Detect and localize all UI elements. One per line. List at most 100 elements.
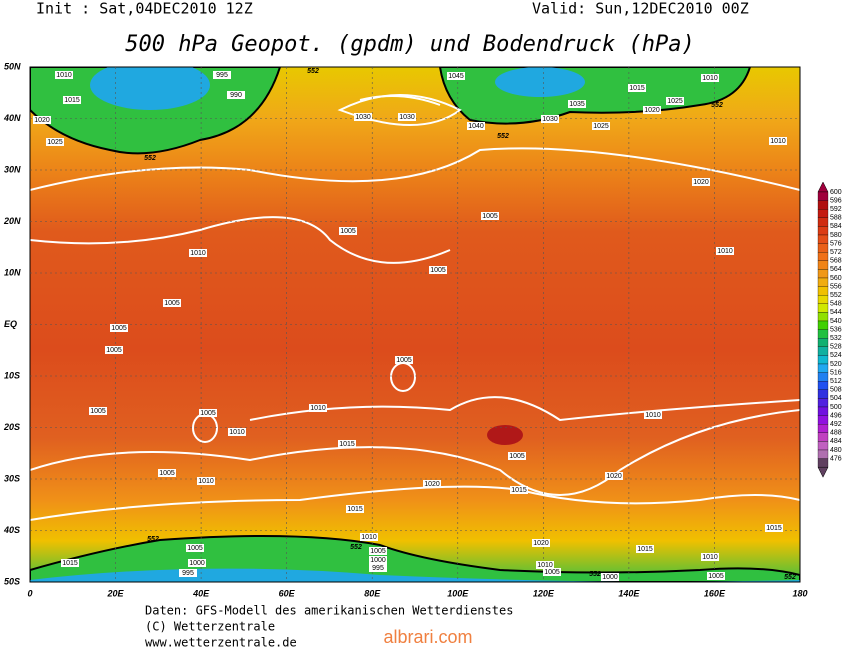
colorbar-label: 520: [830, 361, 842, 368]
colorbar-swatch: [817, 269, 829, 279]
isobar-label: 1015: [347, 506, 363, 513]
isobar-label-bg: [179, 569, 197, 577]
isobar-label: 1005: [482, 213, 498, 220]
isobar-label: 1015: [637, 546, 653, 553]
height-label: 552: [497, 133, 509, 140]
isobar-label-bg: [61, 559, 79, 567]
isobar-label: 1030: [399, 114, 415, 121]
isobar-label: 1015: [339, 441, 355, 448]
isobar-label-bg: [199, 409, 217, 417]
colorbar-swatch: [817, 424, 829, 433]
isobar-label-bg: [338, 440, 356, 448]
isobar-label-bg: [346, 505, 364, 513]
isobar-label: 1020: [693, 179, 709, 186]
isobar-label: 1010: [56, 72, 72, 79]
lon-label: 0: [27, 588, 32, 598]
colorbar-swatch: [817, 260, 829, 270]
height-label: 552: [589, 571, 601, 578]
isobar-label-bg: [765, 524, 783, 532]
copyright: (C) Wetterzentrale: [145, 620, 275, 634]
height-label: 552: [144, 155, 156, 162]
isobar-label-bg: [601, 573, 619, 581]
colorbar-swatch: [817, 277, 829, 287]
isobar-label: 1005: [370, 548, 386, 555]
colorbar-swatch: [817, 286, 829, 296]
isobar-label: 1025: [593, 123, 609, 130]
colorbar-label: 576: [830, 240, 842, 247]
isobar-label: 1040: [468, 123, 484, 130]
isobar-label-bg: [481, 212, 499, 220]
isobar-label-bg: [532, 539, 550, 547]
colorbar-label: 524: [830, 352, 842, 359]
lat-label: 10N: [4, 267, 21, 277]
isobar-label: 1005: [396, 357, 412, 364]
colorbar-label: 516: [830, 369, 842, 376]
isobar-label: 1010: [198, 478, 214, 485]
isobar-label: 1005: [509, 453, 525, 460]
lon-label: 120E: [533, 588, 555, 598]
isobar-label-bg: [508, 452, 526, 460]
isobar-label-bg: [369, 556, 387, 564]
lon-label: 180: [792, 588, 807, 598]
init-time: Init : Sat,04DEC2010 12Z: [36, 0, 253, 18]
colorbar-label: 592: [830, 206, 842, 213]
isobar-label-bg: [568, 100, 586, 108]
colorbar-label: 584: [830, 223, 842, 230]
height-label: 552: [147, 536, 159, 543]
isobar-label-bg: [398, 113, 416, 121]
lon-label: 140E: [618, 588, 640, 598]
colorbar-swatch: [817, 320, 829, 330]
lon-label: 40E: [192, 588, 210, 598]
isobar-label-bg: [536, 561, 554, 569]
colorbar-label: 508: [830, 387, 842, 394]
colorbar-label: 588: [830, 215, 842, 222]
isobar-label: 1005: [90, 408, 106, 415]
colorbar-swatch: [817, 346, 829, 356]
isobar-label-bg: [105, 346, 123, 354]
isobar-label-bg: [110, 324, 128, 332]
isobar-label: 1020: [34, 117, 50, 124]
isobar-label: 1015: [64, 97, 80, 104]
isobar-label-bg: [605, 472, 623, 480]
isobar-label-bg: [692, 178, 710, 186]
isobar-label: 1020: [533, 540, 549, 547]
isobar-label-bg: [369, 564, 387, 572]
isobar-label-bg: [543, 568, 561, 576]
colorbar-label: 552: [830, 292, 842, 299]
colorbar-label: 496: [830, 412, 842, 419]
isobar-label: 1020: [606, 473, 622, 480]
colorbar-label: 600: [830, 189, 842, 196]
isobar-label: 1010: [361, 534, 377, 541]
valid-time: Valid: Sun,12DEC2010 00Z: [532, 0, 749, 18]
isobar-label: 1020: [644, 107, 660, 114]
isobar-label: 1030: [542, 116, 558, 123]
colorbar-swatch: [817, 226, 829, 236]
colorbar-label: 560: [830, 275, 842, 282]
colorbar-bottom: [817, 466, 829, 478]
colorbar-swatch: [817, 338, 829, 347]
isobar-label-bg: [309, 404, 327, 412]
colorbar-swatch: [817, 234, 829, 244]
isobar-label: 1000: [189, 560, 205, 567]
isobar-label: 1000: [370, 557, 386, 564]
isobar-label-bg: [628, 84, 646, 92]
colorbar-swatch: [817, 441, 829, 451]
isobar-label: 995: [372, 565, 384, 572]
isobar-label-bg: [369, 547, 387, 555]
isobar-label: 995: [182, 570, 194, 577]
isobar-label: 1015: [62, 560, 78, 567]
isobar-label: 1015: [629, 85, 645, 92]
lat-label: 50N: [4, 61, 21, 71]
colorbar-label: 476: [830, 455, 842, 462]
isobar-label: 1010: [310, 405, 326, 412]
isobar-label-bg: [227, 91, 245, 99]
height-label: 552: [307, 68, 319, 75]
map-title: 500 hPa Geopot. (gpdm) und Bodendruck (h…: [125, 32, 695, 57]
height-label: 552: [784, 574, 796, 581]
colorbar-swatch: [817, 200, 829, 210]
isobar-label-bg: [716, 247, 734, 255]
isobar-label-bg: [666, 97, 684, 105]
lat-label: 20S: [3, 422, 20, 432]
isobar-label: 1010: [537, 562, 553, 569]
colorbar-swatch: [817, 252, 829, 261]
